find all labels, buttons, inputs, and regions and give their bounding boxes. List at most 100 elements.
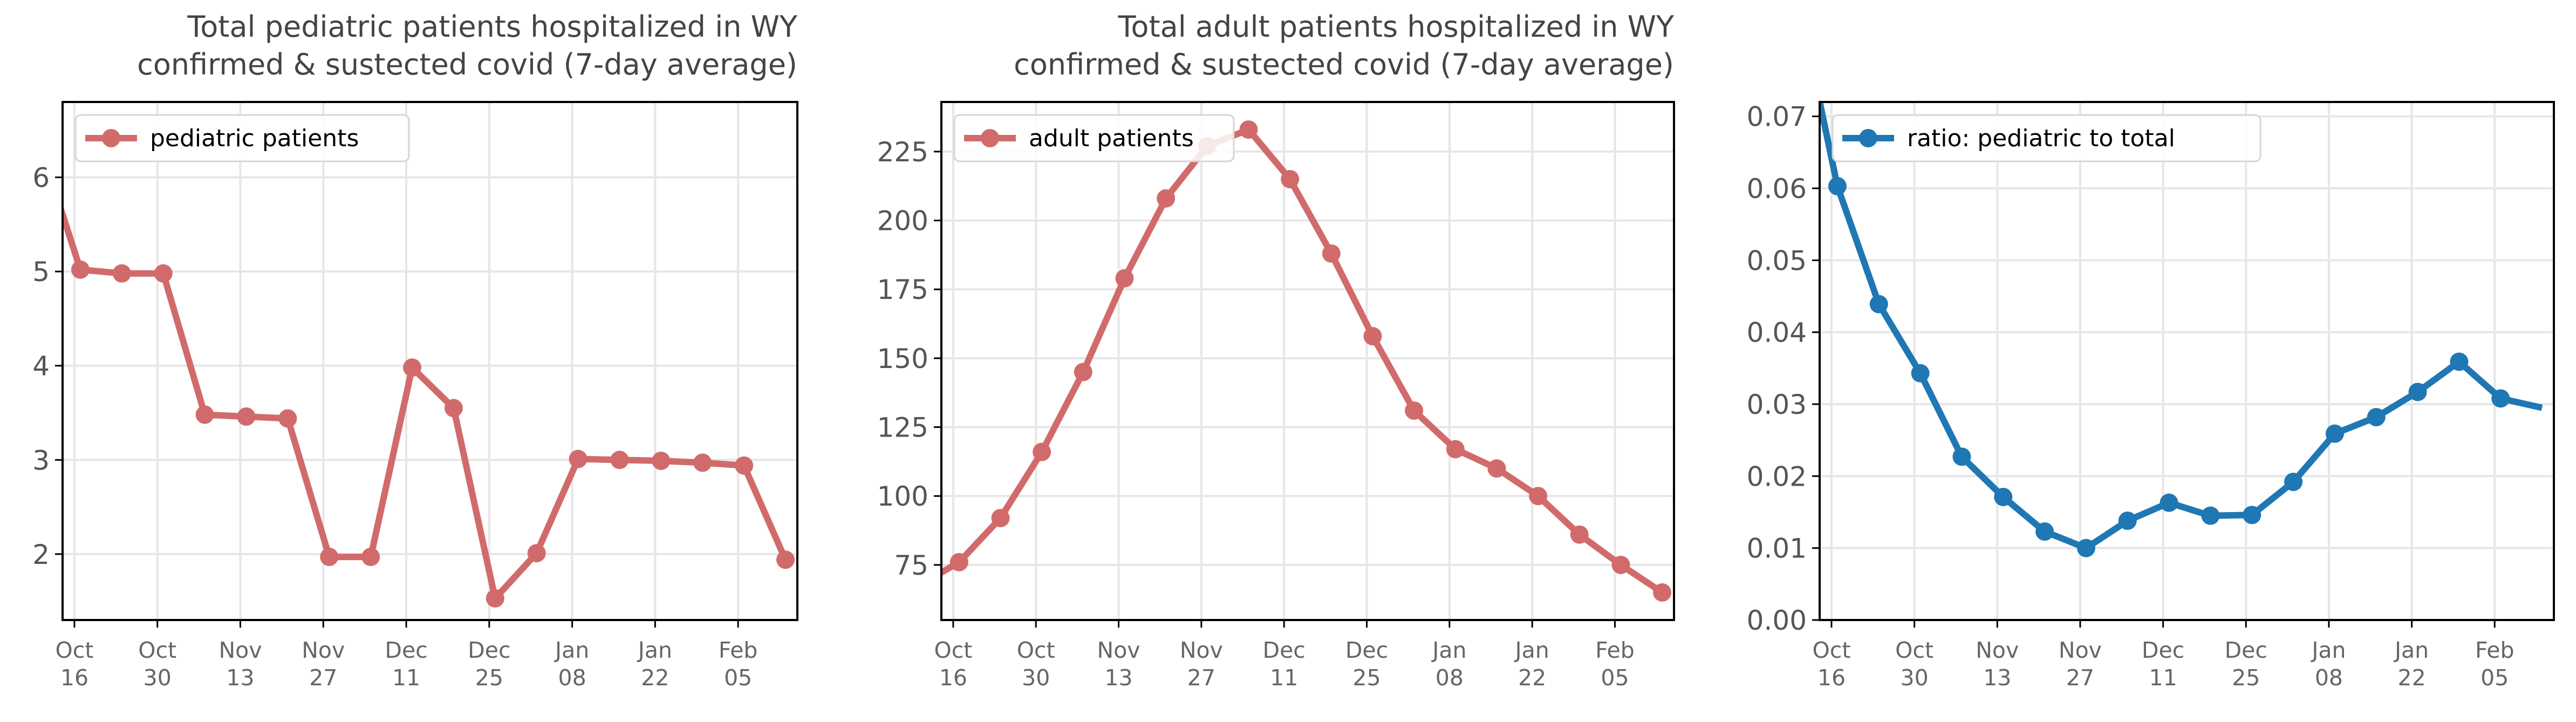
data-point <box>2118 512 2137 530</box>
x-tick-label-month: Oct <box>1017 637 1055 663</box>
x-tick-label-day: 30 <box>1022 665 1050 691</box>
data-point <box>2076 539 2095 557</box>
y-tick-label: 2 <box>32 539 50 570</box>
data-point <box>569 449 587 468</box>
legend: adult patients <box>953 114 1235 162</box>
data-point <box>1157 189 1176 208</box>
pediatric-patients-chart: 23456Oct16Oct30Nov13Nov27Dec11Dec25Jan08… <box>32 10 798 691</box>
data-point <box>1487 459 1506 478</box>
legend-marker <box>1859 129 1877 147</box>
x-tick-label-day: 22 <box>641 665 669 691</box>
data-point <box>2160 493 2178 512</box>
x-tick-label-day: 16 <box>1817 665 1846 691</box>
data-point <box>610 451 629 469</box>
x-tick-label-month: Dec <box>468 637 510 663</box>
x-tick-label-day: 11 <box>2149 665 2177 691</box>
data-point <box>1529 487 1548 506</box>
data-point <box>693 453 712 472</box>
y-tick-label: 4 <box>32 351 50 382</box>
y-tick-label: 100 <box>877 481 928 512</box>
legend-label: pediatric patients <box>150 125 359 152</box>
x-tick-label-month: Dec <box>2142 637 2184 663</box>
data-point <box>1446 440 1465 459</box>
data-point <box>1869 295 1888 314</box>
x-tick-label-month: Nov <box>219 637 262 663</box>
x-tick-label-month: Jan <box>1514 637 1549 663</box>
x-tick-label-day: 22 <box>1518 665 1546 691</box>
legend-box <box>953 114 1235 162</box>
x-tick-label-month: Nov <box>1180 637 1223 663</box>
x-tick-label-day: 25 <box>2232 665 2260 691</box>
x-tick-label-month: Oct <box>1813 637 1851 663</box>
series-0 <box>1820 102 2543 557</box>
data-point <box>71 260 90 279</box>
legend-marker <box>981 129 999 147</box>
y-tick-label: 125 <box>877 412 928 444</box>
y-tick-label: 175 <box>877 274 928 305</box>
x-tick-label-month: Nov <box>1976 637 2019 663</box>
x-tick-label-day: 05 <box>2481 665 2509 691</box>
y-tick-label: 0.02 <box>1747 461 1807 492</box>
data-point <box>278 409 297 428</box>
axes-frame <box>940 101 1675 621</box>
data-point <box>1115 269 1134 288</box>
data-point <box>444 399 463 418</box>
y-tick-label: 0.05 <box>1747 245 1807 276</box>
data-point <box>2243 506 2261 525</box>
x-tick-label-day: 11 <box>392 665 420 691</box>
y-tick-label: 0.04 <box>1747 317 1807 349</box>
x-tick-label-day: 13 <box>1983 665 2011 691</box>
data-point <box>1828 177 1847 195</box>
data-point <box>154 264 173 283</box>
legend-box <box>74 114 410 162</box>
x-tick-label-day: 05 <box>1601 665 1629 691</box>
x-tick-label-day: 13 <box>226 665 254 691</box>
data-point <box>1911 364 1930 383</box>
x-tick-label-day: 22 <box>2397 665 2425 691</box>
y-tick-label: 0.00 <box>1747 605 1807 636</box>
data-point <box>1994 488 2013 506</box>
data-point <box>1033 442 1051 461</box>
x-tick-label-month: Jan <box>2393 637 2429 663</box>
chart-title-line: Total pediatric patients hospitalized in… <box>187 10 798 44</box>
x-tick-label-day: 16 <box>939 665 967 691</box>
data-point <box>1281 169 1300 188</box>
x-tick-label-day: 27 <box>2066 665 2094 691</box>
x-tick-label-day: 25 <box>475 665 503 691</box>
legend-label: adult patients <box>1029 125 1194 152</box>
gridlines <box>63 102 797 620</box>
gridlines <box>1820 102 2554 621</box>
data-point <box>1363 327 1382 346</box>
legend-box <box>1832 114 2261 162</box>
x-tick-label-month: Nov <box>1097 637 1140 663</box>
x-tick-label-day: 30 <box>1901 665 1929 691</box>
x-tick-label-day: 11 <box>1270 665 1298 691</box>
x-tick-label-month: Dec <box>2225 637 2267 663</box>
x-tick-label-month: Nov <box>302 637 345 663</box>
data-point <box>949 553 968 571</box>
y-tick-label: 75 <box>894 550 928 581</box>
x-tick-label-month: Jan <box>637 637 672 663</box>
x-tick-label-day: 25 <box>1352 665 1381 691</box>
data-point <box>2201 506 2220 525</box>
x-tick-label-day: 16 <box>60 665 88 691</box>
x-tick-label-month: Oct <box>1895 637 1933 663</box>
series-line <box>63 204 789 602</box>
x-tick-label-day: 27 <box>309 665 337 691</box>
x-tick-label-month: Jan <box>554 637 589 663</box>
data-point <box>1570 525 1589 544</box>
x-tick-label-month: Feb <box>1595 637 1635 663</box>
x-tick-label-month: Dec <box>1345 637 1388 663</box>
x-tick-label-day: 08 <box>1436 665 1464 691</box>
data-point <box>2367 408 2386 426</box>
x-tick-label-month: Oct <box>138 637 176 663</box>
y-tick-label: 0.07 <box>1747 101 1807 133</box>
x-tick-label-day: 27 <box>1187 665 1215 691</box>
y-tick-label: 200 <box>877 206 928 237</box>
data-point <box>112 264 131 283</box>
legend-marker <box>102 129 120 147</box>
legend-label: ratio: pediatric to total <box>1907 125 2175 152</box>
data-point <box>195 405 214 424</box>
y-tick-label: 6 <box>32 162 50 194</box>
